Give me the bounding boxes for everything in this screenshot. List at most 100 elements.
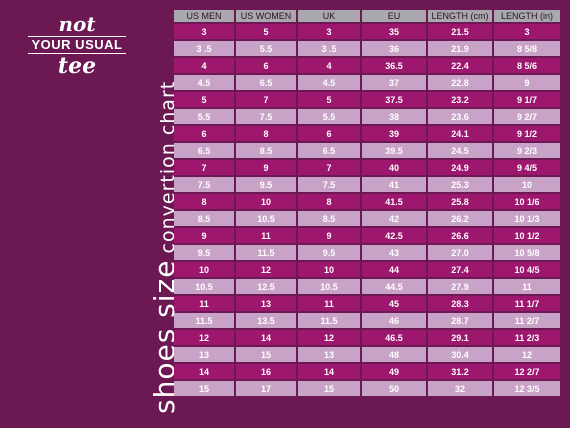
cell-length-cm: 26.6 (428, 228, 492, 243)
cell-eu: 37 (362, 75, 426, 90)
table-row: 3 .5 5.5 3 .5 36 21.9 8 5/8 (174, 41, 560, 56)
table-row: 10 12 10 44 27.4 10 4/5 (174, 262, 560, 277)
cell-eu: 44.5 (362, 279, 426, 294)
cell-uk: 8.5 (298, 211, 360, 226)
cell-eu: 39.5 (362, 143, 426, 158)
cell-eu: 42.5 (362, 228, 426, 243)
cell-eu: 49 (362, 364, 426, 379)
table-row: 9.5 11.5 9.5 43 27.0 10 5/8 (174, 245, 560, 260)
cell-us-men: 8.5 (174, 211, 234, 226)
cell-us-men: 3 .5 (174, 41, 234, 56)
table-row: 11.5 13.5 11.5 46 28.7 11 2/7 (174, 313, 560, 328)
col-us-women-header: US WOMEN (236, 10, 296, 22)
cell-uk: 7.5 (298, 177, 360, 192)
cell-us-women: 6.5 (236, 75, 296, 90)
cell-uk: 11.5 (298, 313, 360, 328)
table-row: 6 8 6 39 24.1 9 1/2 (174, 126, 560, 141)
cell-us-men: 13 (174, 347, 234, 362)
cell-us-women: 11 (236, 228, 296, 243)
cell-us-men: 8 (174, 194, 234, 209)
cell-length-in: 9 (494, 75, 560, 90)
cell-length-cm: 32 (428, 381, 492, 396)
cell-length-in: 3 (494, 24, 560, 39)
table-row: 11 13 11 45 28.3 11 1/7 (174, 296, 560, 311)
cell-length-cm: 27.9 (428, 279, 492, 294)
table-row: 4.5 6.5 4.5 37 22.8 9 (174, 75, 560, 90)
cell-length-in: 10 4/5 (494, 262, 560, 277)
table-row: 15 17 15 50 32 12 3/5 (174, 381, 560, 396)
table-row: 7 9 7 40 24.9 9 4/5 (174, 160, 560, 175)
cell-us-men: 5.5 (174, 109, 234, 124)
cell-eu: 43 (362, 245, 426, 260)
cell-length-cm: 24.5 (428, 143, 492, 158)
cell-uk: 5.5 (298, 109, 360, 124)
table-row: 13 15 13 48 30.4 12 (174, 347, 560, 362)
cell-eu: 41 (362, 177, 426, 192)
col-length-cm-header: LENGTH (cm) (428, 10, 492, 22)
table-row: 12 14 12 46.5 29.1 11 2/3 (174, 330, 560, 345)
cell-uk: 3 .5 (298, 41, 360, 56)
col-uk-header: UK (298, 10, 360, 22)
cell-uk: 13 (298, 347, 360, 362)
cell-eu: 40 (362, 160, 426, 175)
cell-eu: 36 (362, 41, 426, 56)
cell-length-in: 10 1/2 (494, 228, 560, 243)
cell-eu: 38 (362, 109, 426, 124)
cell-length-cm: 22.8 (428, 75, 492, 90)
cell-uk: 11 (298, 296, 360, 311)
col-us-men-header: US MEN (174, 10, 234, 22)
cell-us-women: 12.5 (236, 279, 296, 294)
cell-length-cm: 29.1 (428, 330, 492, 345)
cell-us-men: 11 (174, 296, 234, 311)
cell-eu: 46.5 (362, 330, 426, 345)
table-row: 9 11 9 42.5 26.6 10 1/2 (174, 228, 560, 243)
cell-us-men: 10.5 (174, 279, 234, 294)
cell-length-cm: 28.7 (428, 313, 492, 328)
size-conversion-table: US MEN US WOMEN UK EU LENGTH (cm) LENGTH (in)… (172, 8, 562, 398)
table-row: 5.5 7.5 5.5 38 23.6 9 2/7 (174, 109, 560, 124)
cell-us-women: 13 (236, 296, 296, 311)
cell-length-cm: 25.3 (428, 177, 492, 192)
logo-line-tee: tee (57, 53, 97, 79)
cell-us-men: 4.5 (174, 75, 234, 90)
table-row: 3 5 3 35 21.5 3 (174, 24, 560, 39)
cell-us-women: 10 (236, 194, 296, 209)
cell-us-women: 5.5 (236, 41, 296, 56)
table-body: 3 5 3 35 21.5 3 3 .5 5.5 3 .5 36 21.9 8 5/8 4 6 4 36.5 2… (174, 24, 560, 396)
cell-eu: 36.5 (362, 58, 426, 73)
table-row: 8.5 10.5 8.5 42 26.2 10 1/3 (174, 211, 560, 226)
cell-us-women: 17 (236, 381, 296, 396)
cell-us-women: 5 (236, 24, 296, 39)
cell-length-cm: 27.4 (428, 262, 492, 277)
cell-us-men: 7 (174, 160, 234, 175)
cell-length-in: 11 1/7 (494, 296, 560, 311)
cell-eu: 41.5 (362, 194, 426, 209)
cell-us-women: 10.5 (236, 211, 296, 226)
cell-eu: 46 (362, 313, 426, 328)
cell-uk: 14 (298, 364, 360, 379)
cell-length-cm: 26.2 (428, 211, 492, 226)
cell-length-in: 10 1/3 (494, 211, 560, 226)
cell-us-women: 7.5 (236, 109, 296, 124)
table-row: 6.5 8.5 6.5 39.5 24.5 9 2/3 (174, 143, 560, 158)
cell-length-cm: 22.4 (428, 58, 492, 73)
cell-length-cm: 30.4 (428, 347, 492, 362)
col-length-in-header: LENGTH (in) (494, 10, 560, 22)
cell-length-in: 8 5/8 (494, 41, 560, 56)
cell-us-men: 10 (174, 262, 234, 277)
cell-length-cm: 23.2 (428, 92, 492, 107)
cell-length-cm: 21.9 (428, 41, 492, 56)
cell-us-women: 13.5 (236, 313, 296, 328)
table-row: 8 10 8 41.5 25.8 10 1/6 (174, 194, 560, 209)
cell-eu: 45 (362, 296, 426, 311)
cell-uk: 15 (298, 381, 360, 396)
cell-uk: 3 (298, 24, 360, 39)
header-row: US MEN US WOMEN UK EU LENGTH (cm) LENGTH (in) (174, 10, 560, 22)
logo-line-your-usual: YOUR USUAL (28, 36, 126, 54)
cell-length-in: 10 (494, 177, 560, 192)
col-eu-header: EU (362, 10, 426, 22)
logo-line-not: not (58, 12, 96, 36)
cell-us-women: 6 (236, 58, 296, 73)
cell-us-men: 12 (174, 330, 234, 345)
cell-uk: 10.5 (298, 279, 360, 294)
